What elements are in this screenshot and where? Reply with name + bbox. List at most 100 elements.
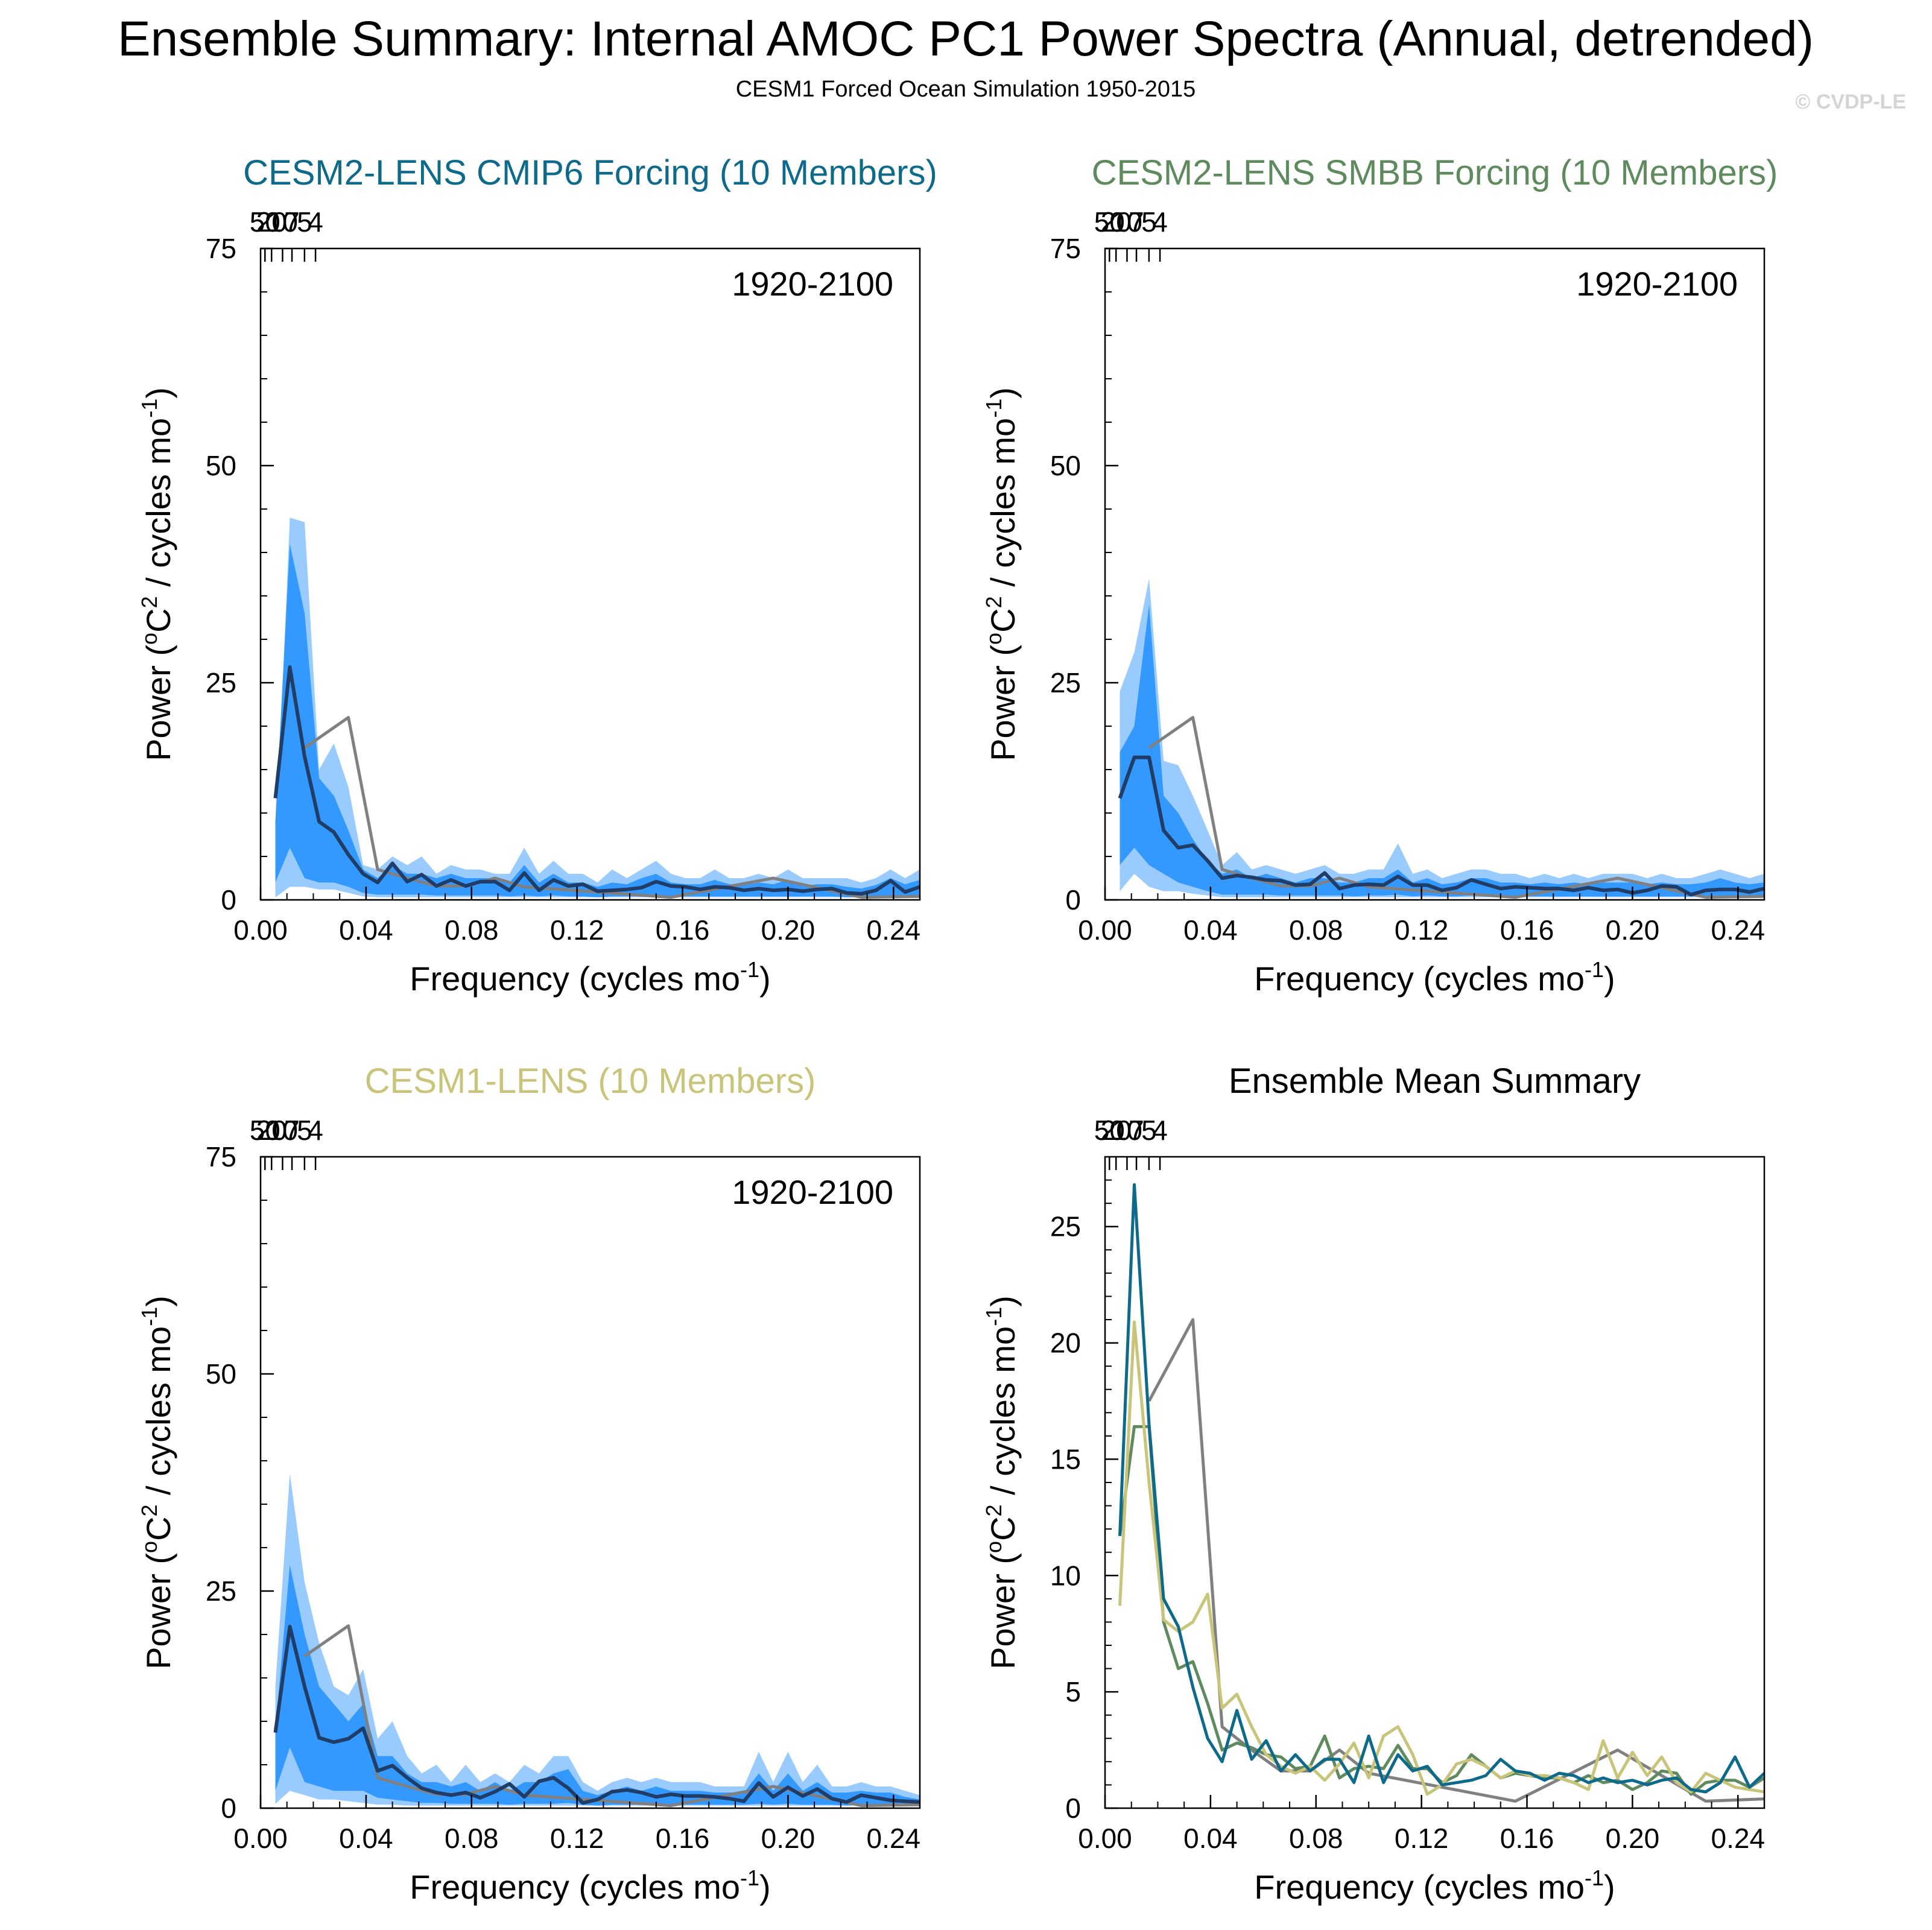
period-tick-label: 4 <box>308 1115 323 1146</box>
plot-area <box>273 1473 920 1808</box>
x-tick-label: 0.12 <box>550 1823 604 1854</box>
x-tick-label: 0.08 <box>445 1823 499 1854</box>
x-tick-label: 0.16 <box>1500 1823 1554 1854</box>
panel-2: CESM2-LENS SMBB Forcing (10 Members) 0.00… <box>981 153 1778 998</box>
x-tick-label: 0.20 <box>1606 1823 1660 1854</box>
panel-title: CESM2-LENS SMBB Forcing (10 Members) <box>1092 153 1778 192</box>
panel-4: Ensemble Mean Summary 0.00 0.04 0.08 0.12 0.1… <box>981 1062 1766 1906</box>
x-tick-label: 0.08 <box>1289 1823 1343 1854</box>
period-tick-label: 20 <box>256 1115 287 1146</box>
y-tick-label: 25 <box>1050 1211 1081 1242</box>
plot-area <box>1118 578 1764 899</box>
plot-frame <box>259 1156 921 1809</box>
x-tick-label: 0.16 <box>1500 914 1554 946</box>
x-tick-label: 0.24 <box>867 914 921 946</box>
x-tick-label: 0.00 <box>1078 914 1132 946</box>
period-tick-label: 5 <box>1141 206 1157 238</box>
series-cesm2-lens-cmip6-forcing <box>1118 1183 1764 1794</box>
y-tick-label: 50 <box>206 1358 236 1390</box>
figure-subtitle: CESM1 Forced Ocean Simulation 1950-2015 <box>736 77 1196 102</box>
x-tick-label: 0.24 <box>1711 1823 1766 1854</box>
x-tick-label: 0.04 <box>339 914 393 946</box>
y-tick-label: 0 <box>221 884 236 916</box>
x-tick-label: 0.20 <box>761 1823 816 1854</box>
observations-line <box>1148 716 1764 899</box>
x-axis-label: Frequency (cycles mo-1) <box>410 957 770 998</box>
series-cesm1-lens <box>1118 1320 1764 1796</box>
period-tick-label: 20 <box>256 206 287 238</box>
panel-title: CESM1-LENS (10 Members) <box>365 1062 816 1101</box>
band-min-max <box>1120 578 1764 897</box>
x-tick-label: 0.12 <box>1395 1823 1449 1854</box>
y-tick-label: 50 <box>206 450 236 481</box>
y-tick-label: 15 <box>1050 1443 1081 1475</box>
period-tick-label: 20 <box>1101 1115 1132 1146</box>
period-tick-label: 7 <box>284 1115 300 1146</box>
period-tick-label: 7 <box>1129 1115 1144 1146</box>
x-tick-label: 0.08 <box>445 914 499 946</box>
period-tick-label: 7 <box>284 206 300 238</box>
band-interquartile <box>275 543 920 897</box>
y-tick-label: 75 <box>206 1141 236 1172</box>
x-tick-label: 0.04 <box>1183 1823 1238 1854</box>
period-tick-label: 20 <box>1101 206 1132 238</box>
period-tick-label: 5 <box>297 1115 312 1146</box>
x-tick-label: 0.24 <box>1711 914 1766 946</box>
plot-frame <box>1104 247 1766 901</box>
plot-frame <box>259 247 921 901</box>
period-label: 1920-2100 <box>732 1173 893 1211</box>
period-tick-label: 4 <box>1152 206 1168 238</box>
period-tick-label: 10 <box>1112 1115 1142 1146</box>
period-tick-label: 10 <box>267 206 298 238</box>
copyright-label: © CVDP-LE <box>1795 90 1906 113</box>
x-tick-label: 0.04 <box>1183 914 1238 946</box>
panel-3: CESM1-LENS (10 Members) 0.00 0.04 0.08 0.12 0… <box>137 1062 921 1906</box>
x-tick-label: 0.12 <box>1395 914 1449 946</box>
plot-area <box>273 517 920 899</box>
panels-group: CESM2-LENS CMIP6 Forcing (10 Members) 0.0… <box>137 153 1778 1906</box>
ensemble-mean-line <box>273 665 920 896</box>
y-tick-label: 50 <box>1050 450 1081 481</box>
y-tick-label: 0 <box>221 1792 236 1824</box>
band-interquartile <box>1120 604 1764 897</box>
x-tick-label: 0.04 <box>339 1823 393 1854</box>
period-label: 1920-2100 <box>1576 265 1738 303</box>
figure-title: Ensemble Summary: Internal AMOC PC1 Powe… <box>118 11 1814 66</box>
x-tick-label: 0.20 <box>1606 914 1660 946</box>
y-tick-label: 10 <box>1050 1560 1081 1591</box>
plot-area <box>1118 1183 1764 1803</box>
y-axis-label: Power (oC2 / cycles mo-1) <box>137 387 177 761</box>
x-tick-label: 0.08 <box>1289 914 1343 946</box>
x-axis-label: Frequency (cycles mo-1) <box>1254 957 1615 998</box>
y-tick-label: 25 <box>206 667 236 698</box>
y-tick-label: 25 <box>206 1575 236 1607</box>
period-tick-label: 50 <box>250 206 280 238</box>
period-tick-label: 10 <box>267 1115 298 1146</box>
x-tick-label: 0.00 <box>233 914 288 946</box>
panel-title: Ensemble Mean Summary <box>1229 1062 1641 1101</box>
y-tick-label: 25 <box>1050 667 1081 698</box>
period-tick-label: 5 <box>1141 1115 1157 1146</box>
period-label: 1920-2100 <box>732 265 893 303</box>
x-axis-label: Frequency (cycles mo-1) <box>1254 1865 1615 1906</box>
ensemble-mean-line <box>273 1625 920 1805</box>
x-tick-label: 0.24 <box>867 1823 921 1854</box>
y-axis-label: Power (oC2 / cycles mo-1) <box>981 1296 1022 1669</box>
period-tick-label: 50 <box>1094 206 1125 238</box>
x-tick-label: 0.12 <box>550 914 604 946</box>
x-tick-label: 0.20 <box>761 914 816 946</box>
period-tick-label: 4 <box>308 206 323 238</box>
band-interquartile <box>275 1565 920 1806</box>
period-tick-label: 50 <box>1094 1115 1125 1146</box>
ensemble-mean-line <box>1118 755 1764 897</box>
period-tick-label: 10 <box>1112 206 1142 238</box>
y-tick-label: 0 <box>1065 884 1081 916</box>
x-tick-label: 0.00 <box>1078 1823 1132 1854</box>
period-tick-label: 7 <box>1129 206 1144 238</box>
y-axis-label: Power (oC2 / cycles mo-1) <box>981 387 1022 761</box>
x-tick-label: 0.16 <box>656 1823 710 1854</box>
y-tick-label: 75 <box>206 233 236 264</box>
period-tick-label: 4 <box>1152 1115 1168 1146</box>
x-axis-label: Frequency (cycles mo-1) <box>410 1865 770 1906</box>
